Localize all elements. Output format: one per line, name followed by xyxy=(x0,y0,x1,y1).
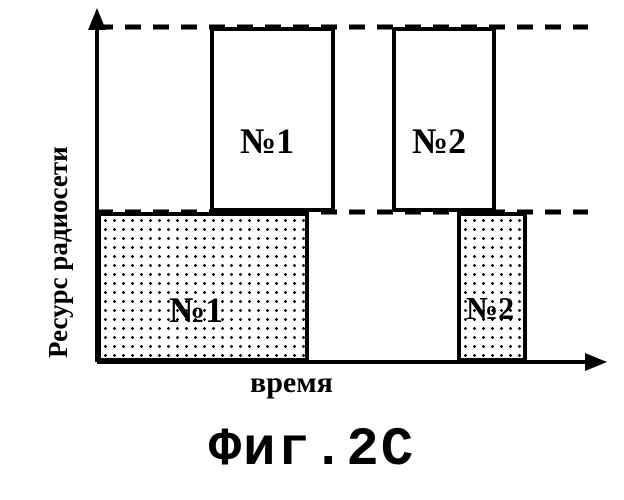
figure-caption: Фиг.2C xyxy=(0,420,624,481)
figure-canvas: №1 №2 №1 №2 время Ресурс радиосети Фиг.2… xyxy=(0,0,624,500)
x-axis-label: время xyxy=(250,368,333,398)
y-axis-label: Ресурс радиосети xyxy=(45,146,72,358)
bar-lower-2-label: №2 xyxy=(466,292,514,324)
bar-upper-1-label: №1 xyxy=(240,123,294,159)
bar-lower-1-label: №1 xyxy=(169,292,223,328)
bar-upper-1 xyxy=(210,27,335,212)
x-axis-arrow xyxy=(585,353,607,371)
bar-upper-2-label: №2 xyxy=(412,123,466,159)
bar-lower-1 xyxy=(97,212,309,362)
bar-upper-2 xyxy=(392,27,496,212)
y-axis-arrow xyxy=(88,8,106,30)
bar-lower-2 xyxy=(457,212,527,362)
